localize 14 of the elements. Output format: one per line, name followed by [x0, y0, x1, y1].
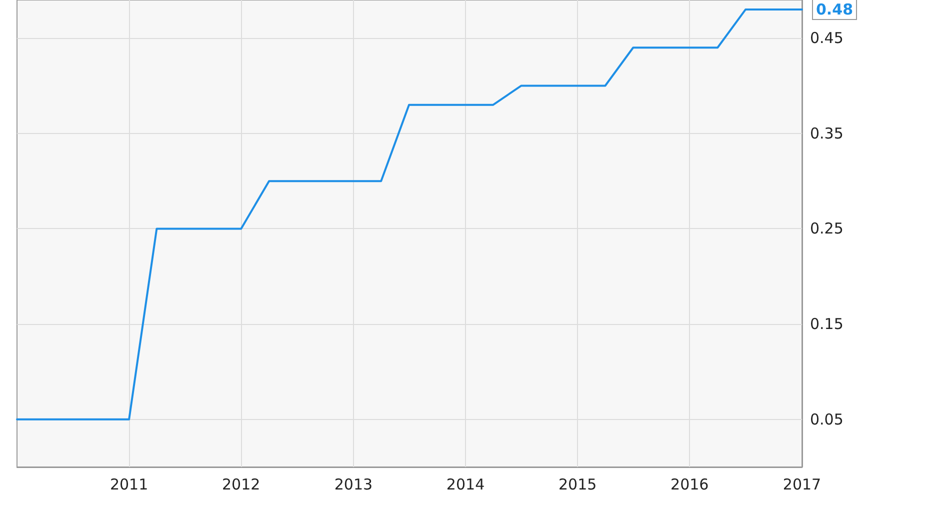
x-tick-label: 2015: [558, 476, 597, 494]
x-tick-label: 2011: [110, 476, 148, 494]
line-series: [16, 8, 803, 420]
y-tick-label: 0.25: [810, 220, 844, 238]
x-tick-label: 2014: [446, 476, 485, 494]
y-tick-label: 0.45: [810, 29, 844, 48]
x-tick-label: 2016: [670, 476, 709, 494]
y-tick-label: 0.15: [810, 315, 844, 334]
y-tick-label: 0.35: [810, 124, 844, 142]
x-tick-label: 2017: [782, 476, 822, 494]
y-tick-label: 0.05: [810, 410, 844, 428]
data-label: 0.48: [816, 0, 854, 19]
x-tick-label: 2012: [222, 476, 260, 494]
x-tick-label: 2013: [334, 476, 373, 494]
